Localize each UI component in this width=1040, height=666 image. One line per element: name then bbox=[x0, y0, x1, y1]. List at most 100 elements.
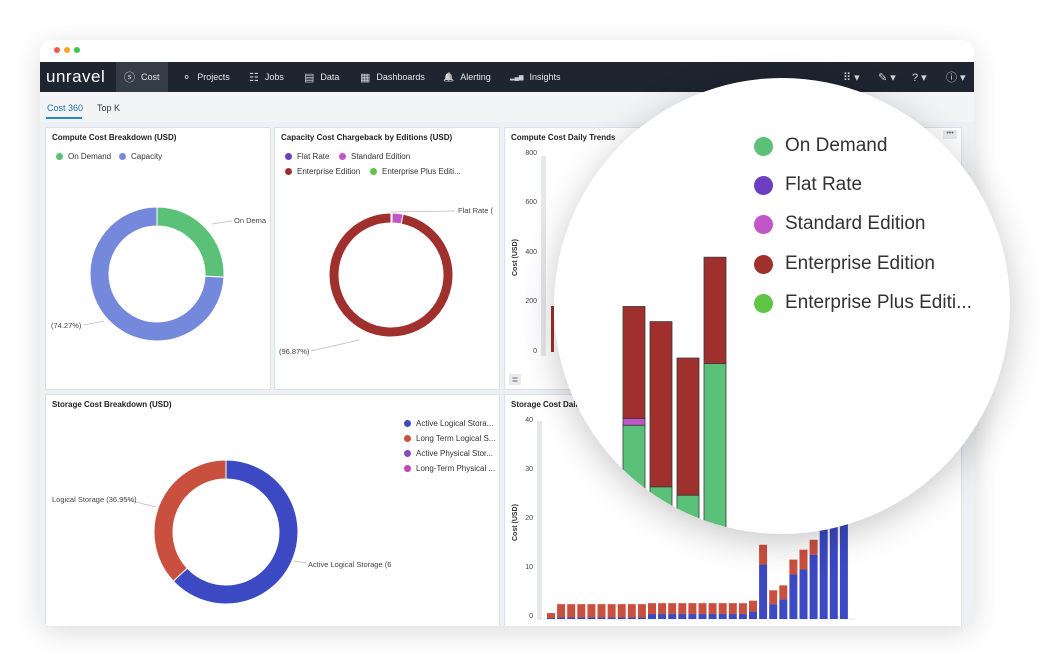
bar-segment[interactable] bbox=[668, 603, 677, 615]
bar-segment[interactable] bbox=[668, 614, 677, 619]
bar-segment[interactable] bbox=[587, 617, 596, 619]
bar-segment[interactable] bbox=[779, 585, 788, 600]
bar-segment[interactable] bbox=[567, 604, 576, 618]
bar-segment[interactable] bbox=[597, 604, 606, 618]
bar-segment[interactable] bbox=[637, 604, 646, 618]
bar-segment[interactable] bbox=[658, 614, 667, 619]
bar-segment[interactable] bbox=[557, 617, 566, 619]
bar-segment[interactable] bbox=[738, 614, 747, 619]
bar-segment[interactable] bbox=[799, 569, 808, 620]
nav-jobs[interactable]: ☷ Jobs bbox=[249, 62, 284, 92]
bar-segment[interactable] bbox=[688, 603, 697, 615]
tab-cost-360[interactable]: Cost 360 bbox=[47, 103, 84, 113]
bar-segment[interactable] bbox=[567, 617, 576, 619]
bar-segment[interactable] bbox=[698, 603, 707, 615]
minimize-dot[interactable] bbox=[64, 47, 70, 53]
bar-segment[interactable] bbox=[789, 574, 798, 619]
scroll-track[interactable] bbox=[541, 156, 546, 356]
donut-slice-on-demand[interactable] bbox=[156, 206, 225, 278]
bar-segment[interactable] bbox=[627, 617, 636, 619]
legend-capacity[interactable]: Capacity bbox=[119, 152, 162, 161]
legend-label: Standard Edition bbox=[785, 213, 926, 234]
nav-label-jobs: Jobs bbox=[264, 72, 284, 82]
bar-segment[interactable] bbox=[678, 614, 687, 619]
bar-segment[interactable] bbox=[648, 614, 656, 619]
legend-enterprise-plus[interactable]: Enterprise Plus Editi... bbox=[370, 167, 461, 176]
legend-flat-rate[interactable]: Flat Rate bbox=[285, 152, 329, 161]
bar-segment[interactable] bbox=[688, 614, 697, 619]
bar-segment[interactable] bbox=[728, 614, 737, 619]
bar-segment[interactable] bbox=[587, 604, 596, 618]
unravel-logo[interactable]: unravel bbox=[46, 67, 106, 86]
maximize-dot[interactable] bbox=[74, 47, 80, 53]
bar-segment[interactable] bbox=[617, 617, 626, 619]
bar-segment[interactable] bbox=[839, 475, 848, 619]
list-toggle-icon[interactable]: ≣ bbox=[509, 374, 521, 385]
bar-segment[interactable] bbox=[708, 614, 717, 619]
donut-slice-capacity[interactable] bbox=[89, 206, 225, 342]
legend-long-term-physical[interactable]: Long-Term Physical ... bbox=[404, 464, 495, 473]
help-menu[interactable]: ? ▾ bbox=[912, 62, 927, 92]
bar-segment[interactable] bbox=[809, 554, 818, 619]
bar-segment[interactable] bbox=[759, 544, 768, 565]
nav-alerting[interactable]: 🔔 Alerting bbox=[443, 62, 491, 92]
user-menu[interactable]: ⓘ ▾ bbox=[946, 62, 966, 92]
bar-segment[interactable] bbox=[708, 603, 717, 615]
close-dot[interactable] bbox=[54, 47, 60, 53]
donut-slice-enterprise-edition[interactable] bbox=[328, 212, 454, 338]
compute-donut-chart bbox=[83, 206, 233, 342]
bar-segment[interactable] bbox=[809, 539, 818, 555]
bar-segment[interactable] bbox=[557, 604, 566, 618]
bar-segment[interactable] bbox=[648, 603, 656, 615]
bar-segment[interactable] bbox=[819, 520, 828, 619]
nav-cost[interactable]: ⓢ Cost bbox=[116, 62, 168, 92]
bar-segment[interactable] bbox=[769, 604, 778, 619]
legend-active-physical[interactable]: Active Physical Stor... bbox=[404, 449, 493, 458]
bar-segment[interactable] bbox=[678, 603, 687, 615]
bar-segment[interactable] bbox=[577, 617, 586, 619]
apps-menu[interactable]: ⠿ ▾ bbox=[843, 62, 860, 92]
nav-dashboards[interactable]: ▦ Dashboards bbox=[360, 62, 425, 92]
bar-segment[interactable] bbox=[728, 603, 737, 615]
tab-top-k[interactable]: Top K bbox=[97, 103, 121, 113]
bar-segment[interactable] bbox=[577, 604, 586, 618]
magnified-bar-segment bbox=[622, 306, 646, 419]
donut-slice-long-term-logical-s[interactable] bbox=[153, 459, 227, 582]
bar-segment[interactable] bbox=[799, 549, 808, 570]
bar-segment[interactable] bbox=[607, 617, 616, 619]
legend-label: Capacity bbox=[131, 152, 163, 161]
bar-segment[interactable] bbox=[637, 617, 646, 619]
bar-segment[interactable] bbox=[627, 604, 636, 618]
legend-standard-edition[interactable]: Standard Edition bbox=[339, 152, 410, 161]
nav-data[interactable]: ▤ Data bbox=[304, 62, 339, 92]
bar-segment[interactable] bbox=[829, 485, 838, 619]
bar-segment[interactable] bbox=[738, 603, 747, 615]
nav-projects[interactable]: ⚬ Projects bbox=[182, 62, 230, 92]
bar-segment[interactable] bbox=[658, 603, 667, 615]
more-options-icon[interactable]: ••• bbox=[943, 130, 957, 139]
legend-enterprise-edition[interactable]: Enterprise Edition bbox=[285, 167, 360, 176]
nav-insights[interactable]: ▂▄▆ Insights bbox=[510, 62, 561, 92]
bar-segment[interactable] bbox=[607, 604, 616, 618]
bar-segment[interactable] bbox=[547, 613, 555, 619]
feather-menu[interactable]: ✎ ▾ bbox=[878, 62, 896, 92]
bar-segment[interactable] bbox=[769, 590, 778, 605]
donut-slice-active-logical-stora[interactable] bbox=[172, 459, 299, 605]
bar-segment[interactable] bbox=[597, 617, 606, 619]
bar-segment[interactable] bbox=[617, 604, 626, 618]
bar-segment[interactable] bbox=[759, 564, 768, 619]
bar-segment[interactable] bbox=[547, 618, 555, 619]
bar-segment[interactable] bbox=[698, 614, 707, 619]
bar-segment[interactable] bbox=[779, 599, 788, 619]
scroll-track[interactable] bbox=[537, 421, 542, 619]
bar-segment[interactable] bbox=[789, 559, 798, 575]
magnified-bar-segment bbox=[622, 418, 646, 426]
legend-on-demand[interactable]: On Demand bbox=[56, 152, 111, 161]
legend-long-term-logical[interactable]: Long Term Logical S... bbox=[404, 434, 495, 443]
legend-swatch bbox=[754, 136, 773, 156]
legend-active-logical[interactable]: Active Logical Stora... bbox=[404, 419, 493, 428]
bar-segment[interactable] bbox=[718, 603, 727, 615]
bar-segment[interactable] bbox=[749, 611, 757, 619]
bar-segment[interactable] bbox=[749, 600, 757, 612]
bar-segment[interactable] bbox=[718, 614, 727, 619]
